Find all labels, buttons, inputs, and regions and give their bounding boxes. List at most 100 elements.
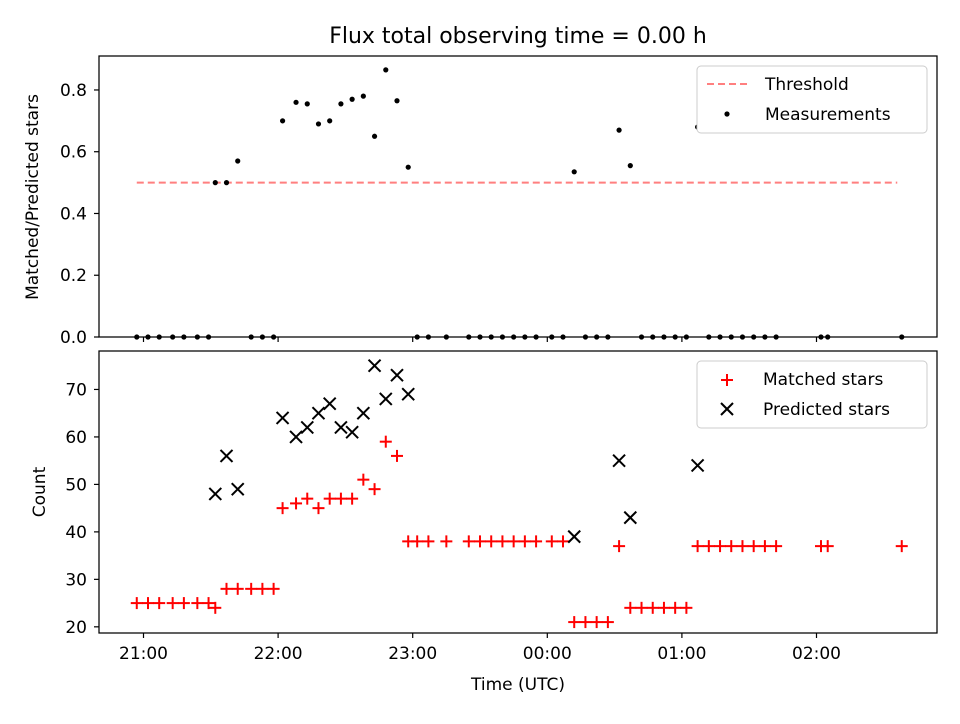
matched-point-0 [130, 597, 143, 610]
matched-point-12 [267, 582, 280, 595]
predicted-point-17 [623, 510, 638, 525]
bottom-legend: Matched stars Predicted stars [696, 360, 928, 429]
bottom-y-tick-label-1: 30 [65, 570, 87, 590]
matched-point-7 [209, 601, 222, 614]
top-legend-box [696, 65, 928, 134]
predicted-point-1 [219, 449, 234, 463]
predicted-point-13 [390, 368, 404, 382]
matched-point-49 [702, 540, 715, 553]
matched-point-57 [821, 540, 834, 553]
x-axis-label: Time (UTC) [470, 675, 565, 695]
matched-point-23 [390, 449, 403, 462]
predicted-point-11 [367, 359, 382, 373]
matched-point-34 [530, 535, 543, 548]
predicted-point-3 [275, 411, 290, 425]
matched-point-20 [357, 473, 370, 486]
measurement-point-58 [899, 334, 905, 340]
measurement-point-20 [360, 93, 366, 99]
measurement-point-41 [616, 127, 622, 133]
matched-point-28 [462, 535, 475, 548]
matched-point-8 [220, 582, 233, 595]
measurement-point-57 [825, 334, 831, 340]
predicted-point-9 [345, 425, 359, 439]
measurement-point-9 [235, 158, 241, 164]
predicted-point-14 [401, 387, 415, 401]
predicted-point-7 [322, 396, 337, 411]
matched-point-30 [485, 535, 498, 548]
measurement-point-34 [533, 334, 539, 340]
matched-point-21 [368, 483, 381, 496]
bottom-axes-frame [98, 350, 938, 634]
legend-measurements-label: Measurements [765, 105, 891, 125]
matched-point-26 [422, 535, 435, 548]
matched-point-52 [736, 540, 749, 553]
matched-point-53 [747, 540, 760, 553]
legend-measurements-swatch [724, 111, 730, 117]
matched-point-37 [568, 616, 581, 629]
measurement-point-18 [338, 101, 344, 107]
predicted-point-0 [208, 487, 222, 501]
matched-point-31 [496, 535, 509, 548]
top-y-tick-label-2: 0.4 [60, 204, 87, 224]
x-tick-label-1: 22:00 [254, 644, 303, 664]
measurement-point-26 [425, 334, 432, 340]
matched-point-42 [624, 601, 637, 614]
measurement-point-11 [259, 334, 265, 340]
matched-point-3 [166, 597, 179, 610]
measurement-point-14 [293, 99, 299, 105]
matched-point-33 [518, 535, 531, 548]
measurement-point-22 [383, 67, 389, 73]
matched-point-54 [758, 540, 771, 553]
matched-point-44 [646, 601, 659, 614]
measurement-point-43 [638, 334, 645, 340]
bottom-legend-box [696, 360, 928, 429]
measurement-point-17 [327, 118, 333, 124]
top-plot-area [134, 67, 905, 340]
matched-point-1 [141, 597, 154, 610]
measurement-point-16 [315, 121, 322, 127]
measurement-point-46 [672, 334, 678, 340]
measurement-point-52 [739, 334, 746, 340]
matched-point-41 [613, 540, 626, 553]
matched-point-15 [301, 492, 314, 505]
top-y-tick-label-3: 0.6 [60, 143, 87, 163]
measurement-point-50 [717, 334, 723, 340]
x-tick-label-2: 23:00 [388, 644, 437, 664]
matched-point-47 [680, 601, 693, 614]
matched-point-25 [411, 535, 424, 548]
matched-point-27 [440, 535, 453, 548]
measurement-point-49 [706, 334, 712, 340]
measurement-point-25 [414, 334, 420, 340]
matched-point-55 [770, 540, 783, 553]
measurement-point-56 [818, 334, 824, 340]
matched-point-14 [290, 497, 303, 510]
measurement-point-23 [394, 98, 400, 104]
top-legend: Threshold Measurements [696, 65, 928, 134]
measurement-point-51 [728, 334, 734, 340]
bottom-ylabel: Count [30, 466, 50, 517]
measurement-point-44 [650, 334, 656, 340]
chart-title: Flux total observing time = 0.00 h [329, 24, 707, 49]
matched-point-9 [231, 582, 244, 595]
top-axes-frame [98, 55, 938, 338]
matched-point-6 [202, 597, 215, 610]
bottom-y-tick-label-4: 60 [65, 428, 87, 448]
matched-point-5 [191, 597, 204, 610]
measurement-point-36 [560, 334, 566, 340]
x-tick-label-0: 21:00 [119, 644, 168, 664]
measurement-point-24 [405, 164, 411, 170]
measurement-point-5 [194, 334, 200, 340]
measurement-point-35 [549, 334, 555, 340]
matched-point-35 [545, 535, 558, 548]
x-tick-label-5: 02:00 [792, 644, 841, 664]
matched-point-2 [153, 597, 166, 610]
matched-point-45 [657, 601, 670, 614]
matched-point-36 [557, 535, 570, 548]
measurement-point-39 [594, 334, 600, 340]
measurement-point-27 [443, 334, 449, 340]
predicted-point-16 [612, 453, 626, 468]
matched-point-38 [579, 616, 592, 629]
measurement-point-0 [134, 334, 140, 340]
predicted-point-2 [231, 482, 245, 496]
